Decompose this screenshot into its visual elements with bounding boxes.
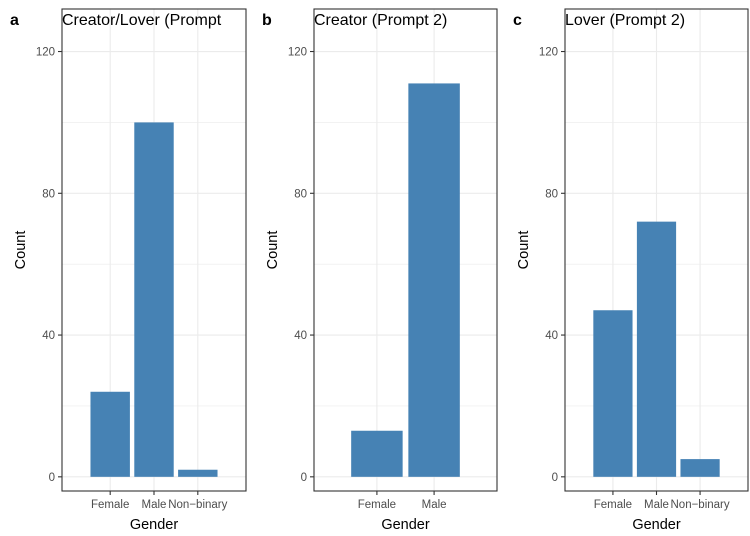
bar-female — [351, 430, 403, 477]
y-tick-label: 40 — [42, 330, 55, 342]
x-tick-label: Non−binary — [671, 499, 730, 511]
x-tick-label: Male — [422, 499, 447, 511]
bar-male — [134, 122, 174, 477]
y-tick-label: 80 — [294, 188, 307, 200]
x-axis-label: Gender — [130, 517, 179, 531]
y-tick-label: 80 — [42, 188, 55, 200]
y-tick-label: 120 — [539, 47, 558, 59]
x-tick-label: Female — [91, 499, 129, 511]
chart-title: Creator/Lover (Prompt — [62, 12, 222, 29]
panel-tag: a — [10, 12, 19, 29]
y-tick-label: 40 — [294, 330, 307, 342]
panel-tag: b — [262, 12, 272, 29]
panel-tag: c — [513, 12, 522, 29]
bar-non-binary — [680, 459, 720, 477]
x-tick-label: Non−binary — [168, 499, 227, 511]
chart-title: Creator (Prompt 2) — [314, 12, 447, 29]
y-axis-label: Count — [265, 231, 281, 270]
bar-non-binary — [178, 469, 218, 477]
chart-panel-a: 0 40 80 120 Female Male Non−binary Gender Count C… — [10, 8, 247, 533]
bar-female — [90, 391, 130, 477]
chart-panel-b: 0 40 80 120 Female Male Gender Count Creator (Pr… — [262, 8, 498, 533]
x-tick-label: Male — [644, 499, 669, 511]
panel-border — [313, 8, 498, 492]
x-tick-label: Female — [358, 499, 396, 511]
x-tick-label: Male — [142, 499, 167, 511]
bar-male — [408, 83, 460, 477]
y-tick-label: 0 — [552, 472, 558, 484]
y-tick-label: 120 — [288, 47, 307, 59]
chart-title: Lover (Prompt 2) — [565, 12, 685, 29]
y-tick-label: 0 — [301, 472, 307, 484]
x-axis-label: Gender — [632, 517, 681, 531]
y-axis-label: Count — [13, 231, 29, 270]
bar-male — [636, 221, 677, 477]
panel-background — [314, 9, 497, 491]
y-axis-label: Count — [516, 231, 532, 270]
y-tick-label: 120 — [36, 47, 55, 59]
y-tick-label: 0 — [49, 472, 55, 484]
x-axis-label: Gender — [381, 517, 430, 531]
y-tick-label: 80 — [545, 188, 558, 200]
bar-female — [593, 310, 633, 477]
y-tick-label: 40 — [545, 330, 558, 342]
chart-panel-c: 0 40 80 120 Female Male Non−binary Gender Count L… — [513, 8, 749, 533]
x-tick-label: Female — [594, 499, 632, 511]
